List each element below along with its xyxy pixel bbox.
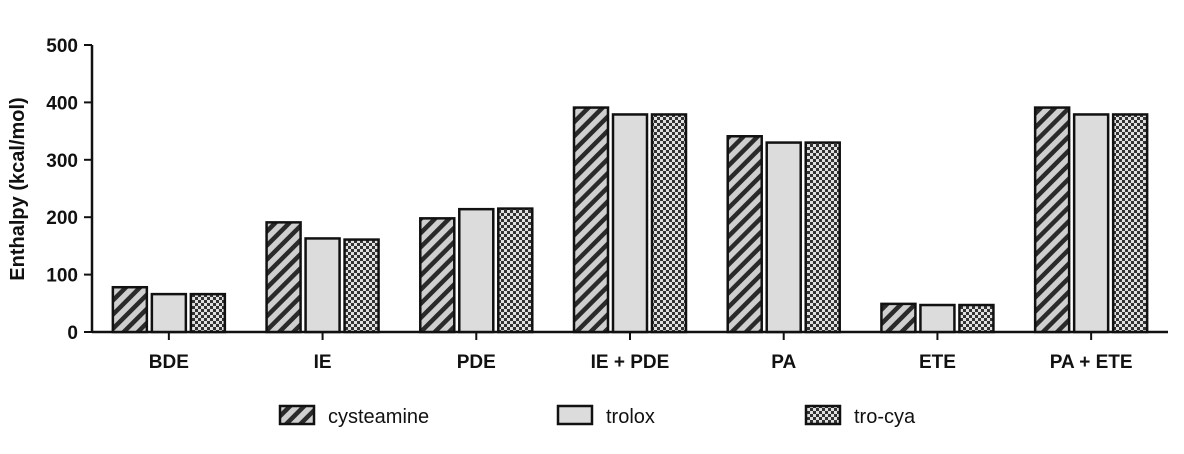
bar-cysteamine-pde (419, 217, 456, 334)
legend-label-cysteamine: cysteamine (328, 406, 429, 428)
bar-tro-cya-ete (958, 303, 995, 334)
bar-tro-cya-ie (343, 238, 380, 334)
y-axis: 0 100 200 300 400 500 (46, 36, 94, 344)
legend-swatch-trolox (556, 404, 594, 426)
x-tick-label: PA (771, 352, 796, 373)
bar-cysteamine-ie-pde (572, 106, 610, 334)
bar-trolox-pa-ete (1072, 113, 1110, 334)
bar-cysteamine-pa-ete (1033, 106, 1071, 334)
bar-cysteamine-ie (265, 221, 302, 334)
bar-tro-cya-bde (189, 292, 227, 334)
bar-tro-cya-ie-pde (650, 113, 688, 334)
x-tick-label: ETE (919, 352, 956, 373)
bar-tro-cya-pa (804, 141, 841, 334)
bar-trolox-ie-pde (611, 113, 649, 334)
x-tick-label: PA + ETE (1050, 352, 1133, 373)
legend-swatch-cysteamine (278, 404, 316, 426)
x-axis: BDE IE PDE IE + PDE PA ETE PA + ETE (92, 330, 1168, 373)
y-tick-label: 0 (67, 323, 78, 344)
x-tick-label: IE (314, 352, 332, 373)
y-axis-label: Enthalpy (kcal/mol) (7, 97, 29, 280)
y-tick-label: 500 (46, 36, 78, 57)
legend: cysteamine trolox tro-cya (278, 404, 916, 428)
bar-tro-cya-pde (497, 207, 534, 334)
bar-trolox-pde (458, 207, 495, 334)
x-tick-label: IE + PDE (591, 352, 670, 373)
bar-trolox-ete (919, 303, 956, 334)
y-tick-label: 300 (46, 151, 78, 172)
bar-cysteamine-pa (726, 135, 763, 334)
x-tick-label: BDE (149, 352, 189, 373)
y-tick-label: 200 (46, 208, 78, 229)
y-tick-label: 100 (46, 266, 78, 287)
bars (111, 106, 1149, 334)
bar-trolox-bde (150, 292, 188, 334)
legend-label-tro-cya: tro-cya (854, 406, 916, 428)
bar-cysteamine-ete (880, 302, 917, 334)
x-tick-label: PDE (457, 352, 496, 373)
legend-label-trolox: trolox (606, 406, 655, 428)
bar-cysteamine-bde (111, 285, 149, 334)
bar-trolox-pa (765, 141, 802, 334)
bar-tro-cya-pa-ete (1111, 113, 1149, 334)
legend-swatch-tro-cya (804, 404, 842, 426)
y-tick-label: 400 (46, 93, 78, 114)
bar-trolox-ie (304, 237, 341, 334)
